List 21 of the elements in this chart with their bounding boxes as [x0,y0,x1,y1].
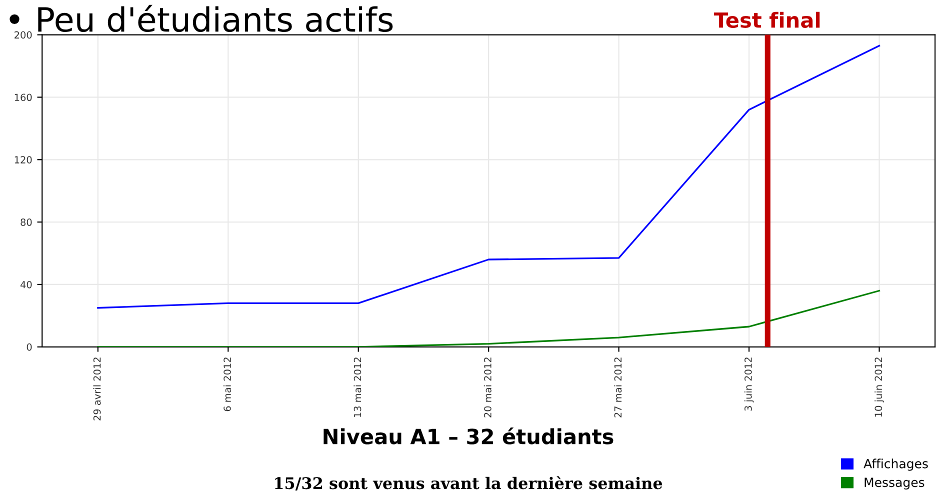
line-series [97,290,880,347]
x-tick-label: 6 mai 2012 [223,358,231,412]
chart-title: • Peu d'étudiants actifs [10,4,393,32]
line-series [97,44,880,309]
y-tick-label: 200 [14,31,32,39]
x-axis-title: Niveau A1 – 32 étudiants [324,427,614,444]
text: 15/32 sont venus avant la dernière semaine [275,476,662,490]
y-tick-label: 0 [26,343,32,351]
x-tick-label: 13 mai 2012 [354,358,362,417]
y-tick-label: 80 [20,218,32,226]
x-tick-label: 29 avril 2012 [93,358,101,420]
ref-line-label: Test final [714,12,820,28]
x-tick-label: 10 juin 2012 [874,358,884,417]
x-tick-label: 3 juin 2012 [744,358,754,411]
legend-label: Affichages [864,458,928,471]
y-tick-label: 40 [20,280,32,288]
legend-label: Messages [864,478,924,490]
y-tick-label: 160 [14,94,32,102]
x-tick-label: 27 mai 2012 [614,358,622,418]
x-tick-label: 20 mai 2012 [484,358,492,418]
y-tick-label: 120 [14,156,32,164]
